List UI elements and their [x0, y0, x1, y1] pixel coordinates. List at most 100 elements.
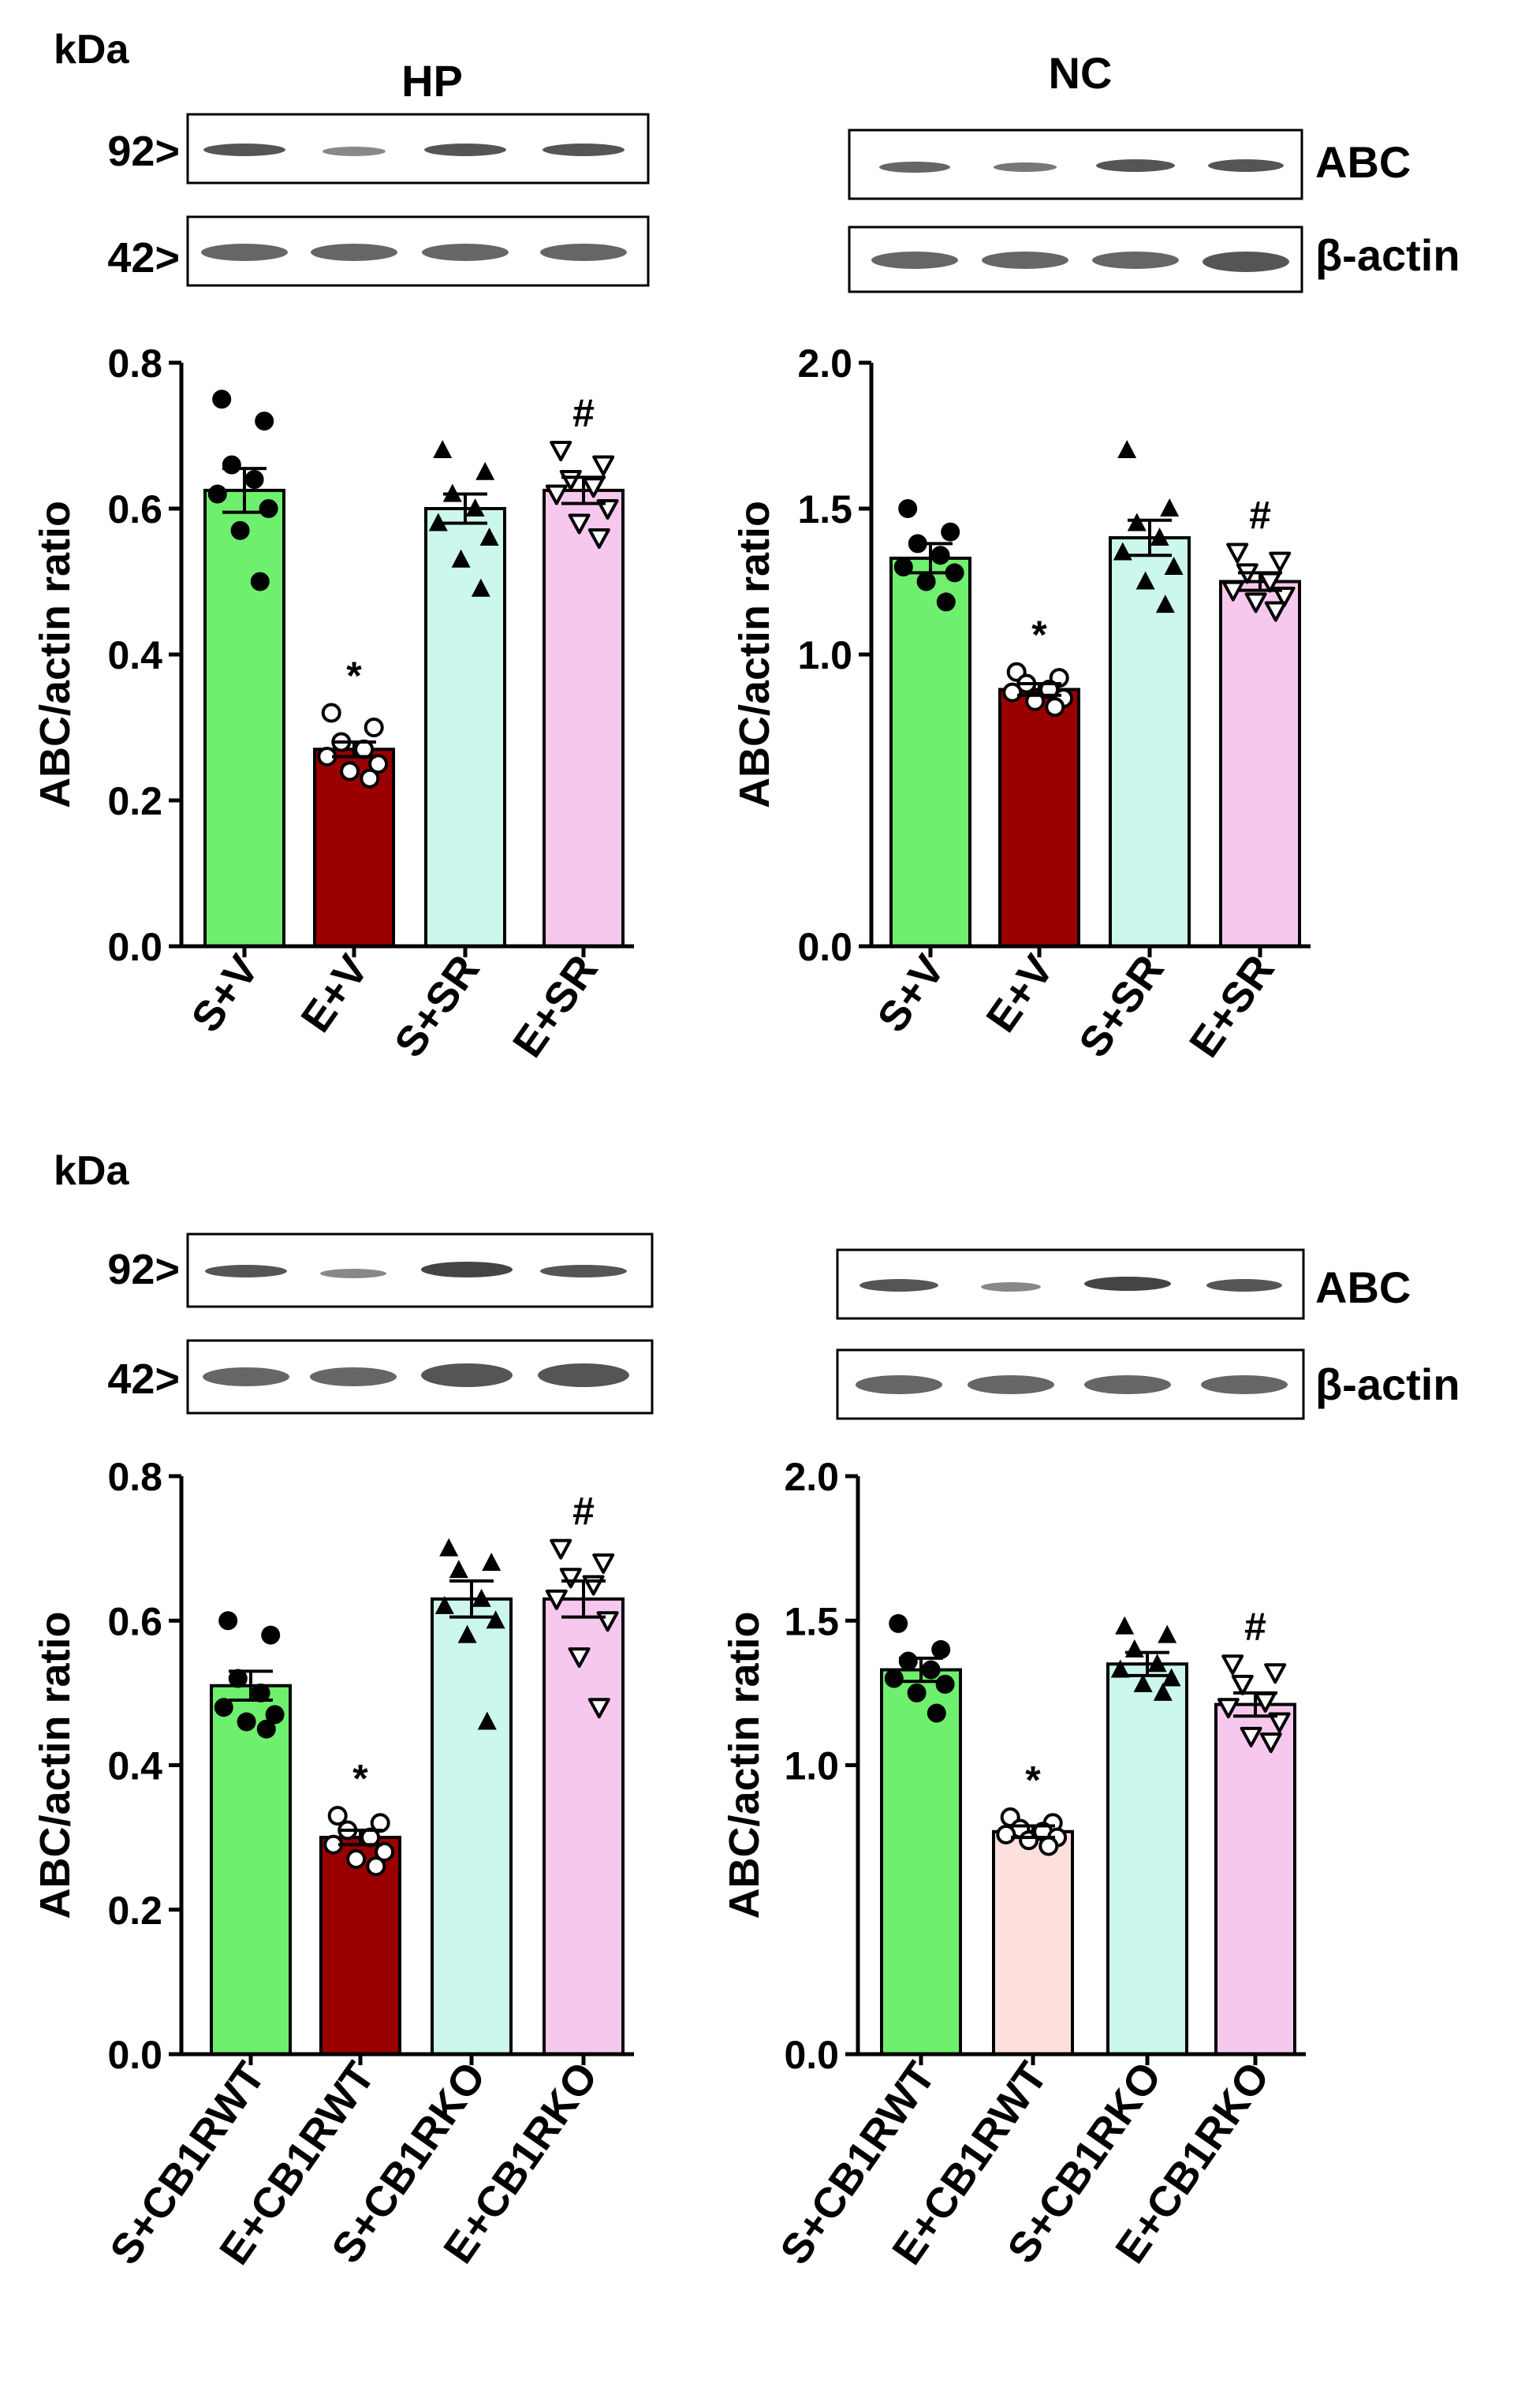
data-point-g0 [251, 1683, 270, 1702]
data-point-g0 [936, 592, 956, 612]
band-label-actin: β-actin [1315, 1359, 1460, 1409]
y-tick-label: 2.0 [797, 341, 852, 386]
data-point-g0 [207, 484, 227, 504]
band [201, 244, 288, 261]
significance-mark: # [1244, 1605, 1266, 1649]
band [421, 1363, 513, 1387]
data-point-g1 [1039, 679, 1060, 699]
data-point-g2 [457, 1624, 477, 1643]
data-point-g1 [1025, 691, 1046, 711]
data-point-g2 [477, 1711, 497, 1730]
x-tick-label: S+SR [1070, 946, 1173, 1065]
data-point-g2 [449, 1560, 468, 1579]
data-point-g3 [1244, 592, 1267, 613]
data-point-g1 [1038, 1836, 1059, 1856]
band [871, 252, 958, 269]
marker-92: 92> [107, 128, 180, 175]
data-point-g1 [327, 1806, 348, 1826]
data-point-g3 [592, 1553, 615, 1574]
bar-2 [424, 507, 506, 948]
y-axis-label: ABC/actin ratio [32, 501, 79, 808]
band [424, 144, 506, 156]
y-tick-label: 2.0 [784, 1455, 839, 1499]
data-point-g0 [256, 1719, 276, 1739]
significance-mark: * [346, 654, 362, 698]
band [1084, 1375, 1171, 1394]
data-point-g3 [1226, 543, 1249, 564]
kda-label: kDa [54, 1148, 129, 1194]
data-point-g0 [259, 499, 278, 518]
y-axis-label: ABC/actin ratio [32, 1611, 79, 1919]
data-point-g3 [1269, 551, 1292, 572]
data-point-g2 [1113, 542, 1132, 561]
y-tick-label: 0.4 [107, 1744, 162, 1788]
band [968, 1375, 1054, 1394]
bar-2 [431, 1597, 513, 2056]
bar-3 [1214, 1702, 1296, 2056]
data-point-g3 [1259, 1732, 1282, 1754]
data-point-g0 [261, 1625, 281, 1645]
y-tick-label: 0.2 [107, 779, 162, 823]
data-point-g1 [1002, 682, 1023, 703]
data-point-g1 [1045, 697, 1065, 718]
data-point-g1 [340, 761, 360, 781]
marker-92: 92> [107, 1246, 180, 1293]
data-point-g0 [916, 572, 936, 591]
data-point-g3 [1240, 1726, 1262, 1747]
data-point-g2 [1162, 1668, 1181, 1687]
data-point-g3 [1231, 1674, 1254, 1695]
data-point-g2 [434, 1595, 454, 1614]
data-point-g0 [884, 1669, 904, 1688]
band [1206, 1279, 1282, 1292]
data-point-g3 [550, 441, 572, 461]
bar-0 [210, 1684, 292, 2056]
y-tick-label: 1.0 [797, 633, 852, 677]
x-tick-label: S+SR [386, 946, 489, 1065]
band [856, 1375, 942, 1394]
blot-panel-bottom-left: kDa 92> 42> [54, 1148, 654, 1415]
band [540, 244, 627, 261]
y-tick-label: 0.8 [107, 341, 162, 386]
significance-mark: * [1025, 1758, 1041, 1802]
data-point-g2 [1155, 595, 1175, 613]
band [1203, 252, 1289, 272]
data-point-g2 [1160, 498, 1180, 517]
data-point-g1 [346, 1849, 367, 1870]
data-point-g0 [898, 499, 918, 518]
data-point-g0 [212, 390, 232, 409]
kda-label: kDa [54, 27, 129, 73]
data-point-g2 [486, 1610, 505, 1629]
bar-1 [992, 1829, 1074, 2056]
blot-panel-bottom-right: ABC β-actin [836, 1248, 1460, 1420]
data-point-g0 [935, 1674, 955, 1694]
x-tick-label: S+V [182, 946, 268, 1040]
data-point-g0 [927, 1703, 946, 1723]
data-point-g0 [218, 1611, 238, 1631]
data-point-g1 [375, 1841, 395, 1862]
data-point-g3 [1273, 587, 1296, 607]
data-point-g3 [1264, 601, 1287, 622]
bar-chart-nc-top: * #0.0 1.0 1.5 2.0 ABC/actin ratio S+V E+V S+SR E… [731, 341, 1311, 1066]
data-point-g0 [893, 558, 913, 576]
band [203, 144, 285, 156]
significance-mark: # [572, 391, 595, 435]
significance-mark: # [572, 1490, 595, 1534]
band [421, 1262, 513, 1277]
y-axis-label: ABC/actin ratio [721, 1611, 768, 1919]
y-axis-label: ABC/actin ratio [731, 501, 778, 808]
x-tick-label: E+SR [504, 946, 607, 1065]
band [1201, 1375, 1288, 1394]
significance-mark: * [1031, 613, 1047, 657]
data-point-g0 [907, 1683, 927, 1702]
data-point-g3 [1221, 580, 1244, 602]
y-tick-label: 0.0 [107, 925, 162, 969]
data-point-g2 [1164, 557, 1184, 575]
marker-42: 42> [107, 234, 180, 282]
y-tick-label: 0.6 [107, 487, 162, 531]
data-point-g0 [930, 546, 950, 565]
band [1096, 159, 1175, 172]
band [981, 1282, 1041, 1292]
data-point-g2 [1124, 1639, 1144, 1658]
band-label-abc: ABC [1315, 1262, 1411, 1312]
